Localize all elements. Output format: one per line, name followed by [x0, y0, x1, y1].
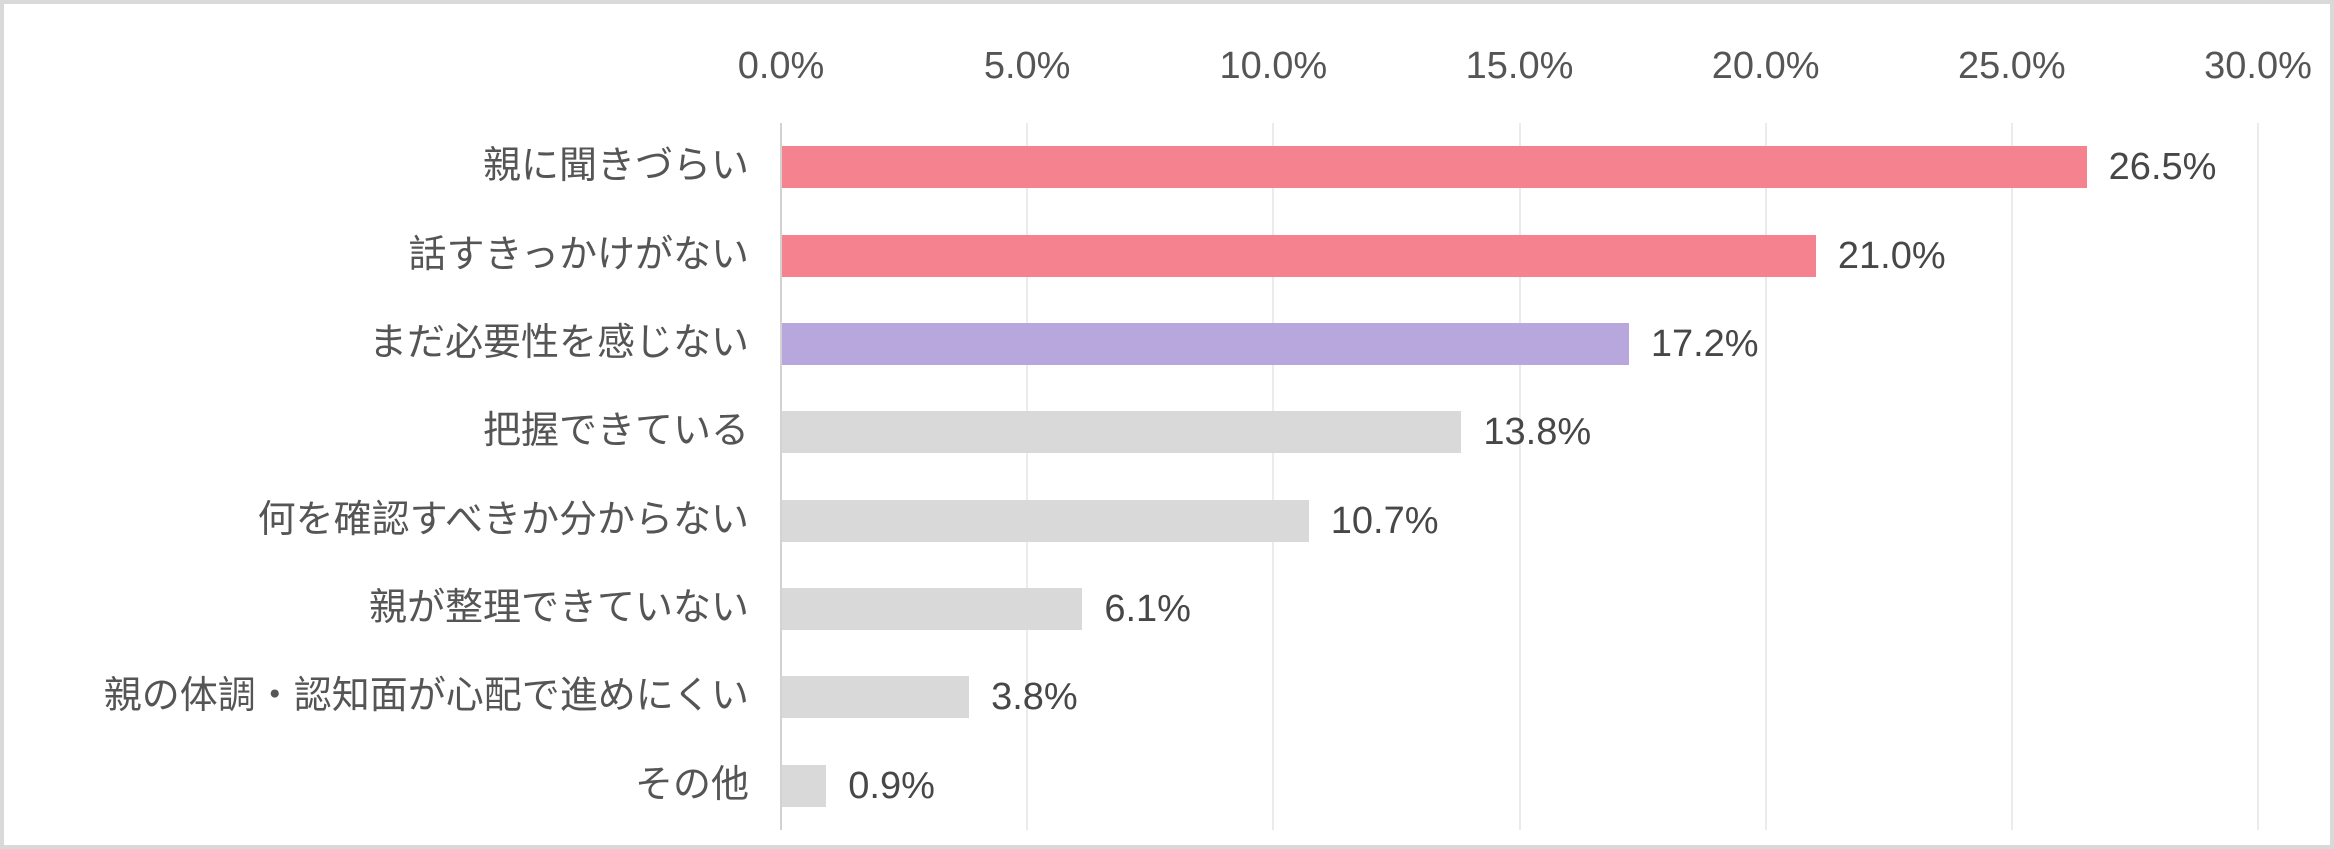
- value-label: 13.8%: [1483, 411, 1592, 454]
- gridline: [1764, 123, 1767, 830]
- category-label: 何を確認すべきか分からない: [257, 498, 749, 541]
- x-axis-line: [780, 123, 782, 830]
- bar: [782, 764, 827, 807]
- value-label: 21.0%: [1837, 234, 1946, 277]
- category-label: その他: [634, 763, 749, 806]
- value-label: 6.1%: [1104, 588, 1191, 631]
- bar: [782, 499, 1309, 542]
- value-label: 17.2%: [1650, 322, 1759, 365]
- x-tick-label: 10.0%: [1219, 45, 1328, 87]
- value-label: 26.5%: [2108, 146, 2217, 189]
- x-tick-label: 0.0%: [737, 45, 825, 87]
- x-tick-label: 20.0%: [1711, 45, 1820, 87]
- gridline: [2010, 123, 2013, 830]
- x-tick-label: 15.0%: [1465, 45, 1574, 87]
- category-label: 話すきっかけがない: [408, 233, 749, 276]
- bar: [782, 146, 2087, 189]
- category-label: 親の体調・認知面が心配で進めにくい: [103, 675, 749, 718]
- category-label: 把握できている: [482, 410, 749, 453]
- gridline: [1272, 123, 1275, 830]
- x-tick-label: 5.0%: [983, 45, 1071, 87]
- value-label: 0.9%: [848, 764, 935, 807]
- bar: [782, 322, 1629, 365]
- value-label: 3.8%: [991, 676, 1078, 719]
- bar: [782, 588, 1083, 631]
- bar: [782, 411, 1462, 454]
- gridline: [1026, 123, 1029, 830]
- category-label: まだ必要性を感じない: [368, 322, 749, 365]
- x-tick-label: 25.0%: [1957, 45, 2066, 87]
- gridline: [1518, 123, 1521, 830]
- category-label: 親が整理できていない: [368, 587, 749, 630]
- category-label: 親に聞きづらい: [482, 145, 749, 188]
- bar: [782, 676, 970, 719]
- value-label: 10.7%: [1330, 499, 1439, 542]
- plot-area: 0.0% 5.0% 10.0% 15.0% 20.0% 25.0% 30.0% 親に聞きづらい…: [4, 4, 2330, 845]
- gridline: [2257, 123, 2259, 830]
- x-tick-label: 30.0%: [2204, 45, 2312, 87]
- bar: [782, 234, 1816, 277]
